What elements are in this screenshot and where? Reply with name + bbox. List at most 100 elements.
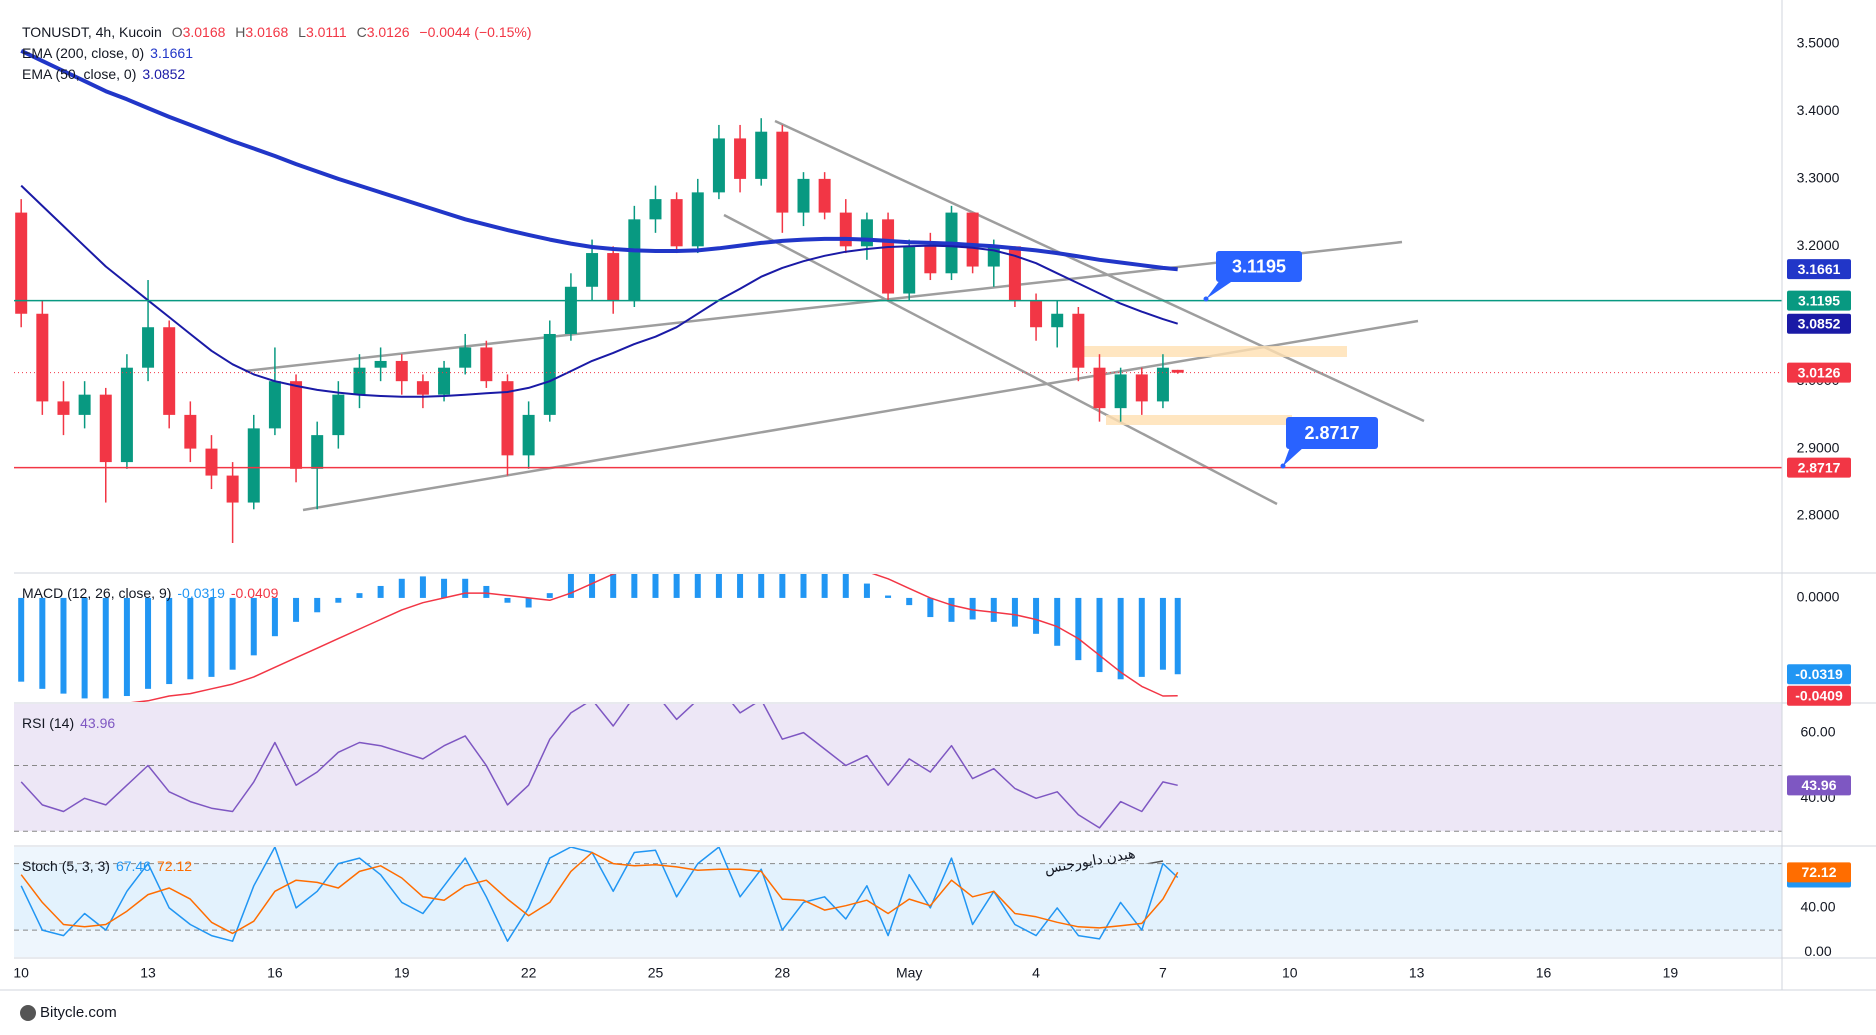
candle-body <box>459 347 472 368</box>
candle-body <box>311 435 324 469</box>
x-tick-label: May <box>896 965 922 981</box>
legend-label: EMA (200, close, 0) <box>22 45 145 61</box>
histogram-bar <box>145 597 152 689</box>
stoch-pane <box>14 847 1782 942</box>
legend-value: 3.1661 <box>150 45 193 61</box>
candle-body <box>205 448 218 476</box>
histogram-bar <box>800 574 807 598</box>
histogram-bar <box>377 585 384 598</box>
trend-line <box>244 240 1403 373</box>
histogram-bar <box>102 597 109 699</box>
legend-value: 72.12 <box>156 858 193 874</box>
histogram-bar <box>1011 597 1018 627</box>
y-tick-label: 3.2000 <box>1797 237 1840 253</box>
histogram-bar <box>356 593 363 598</box>
pane-title: RSI (14) <box>22 715 75 731</box>
y-tick-label: 3.3000 <box>1797 170 1840 186</box>
legend-entry: EMA (200, close, 0) 3.1661 <box>22 44 199 62</box>
ohlc-label: L <box>298 24 306 40</box>
candle-body <box>290 381 303 469</box>
candle-body <box>416 381 429 395</box>
price-pane <box>14 48 1782 544</box>
histogram-bar <box>631 574 638 598</box>
stoch-legend: Stoch (5, 3, 3) 67.46 72.12 <box>22 857 198 875</box>
pane-title: MACD (12, 26, close, 9) <box>22 585 172 601</box>
histogram-bar <box>1159 597 1166 670</box>
candle-body <box>522 414 535 456</box>
change: −0.0044 (−0.15%) <box>419 24 532 40</box>
band <box>14 704 1782 832</box>
histogram-bar <box>18 597 25 682</box>
candle-body <box>395 360 408 382</box>
y-tick-label: 40.00 <box>1800 899 1835 915</box>
ohlc-value: 3.0111 <box>305 24 347 40</box>
candle-body <box>712 138 725 193</box>
histogram-bar <box>842 574 849 598</box>
rsi-pane <box>14 704 1782 832</box>
histogram-bar <box>293 597 300 622</box>
candle-body <box>607 253 620 301</box>
candle-body <box>1135 374 1148 402</box>
macd-legend: MACD (12, 26, close, 9) -0.0319 -0.0409 <box>22 584 284 602</box>
candle-body <box>1114 374 1127 409</box>
x-tick-label: 16 <box>1536 965 1552 981</box>
histogram-bar <box>81 597 88 699</box>
histogram-bar <box>990 597 997 622</box>
histogram-bar <box>250 597 257 656</box>
candle-body <box>670 199 683 247</box>
candle-body <box>120 367 133 463</box>
candle-body <box>818 178 831 213</box>
candle-body <box>36 313 49 402</box>
candle-body <box>163 327 176 415</box>
histogram-bar <box>673 574 680 598</box>
candle-body <box>924 246 937 274</box>
callout <box>1286 417 1378 449</box>
callout-label: 3.1195 <box>1232 256 1286 276</box>
histogram-bar <box>546 593 553 598</box>
x-tick-label: 16 <box>267 965 283 981</box>
price-badge <box>1787 290 1851 311</box>
x-tick-label: 10 <box>1282 965 1298 981</box>
histogram-bar <box>1138 597 1145 677</box>
candle-body <box>332 394 345 436</box>
histogram-bar <box>398 578 405 598</box>
legend-value: -0.0409 <box>230 585 279 601</box>
histogram-bar <box>610 574 617 598</box>
price-badge <box>1787 664 1851 685</box>
histogram-bar <box>60 597 67 694</box>
x-tick-label: 19 <box>394 965 410 981</box>
price-badge-label: 72.12 <box>1801 864 1836 880</box>
histogram-bar <box>229 597 236 670</box>
candle-body <box>966 212 979 267</box>
callout-anchor <box>1203 296 1209 302</box>
candle-body <box>57 401 70 415</box>
histogram-bar <box>187 597 194 680</box>
candle-body <box>755 131 768 179</box>
histogram-bar <box>948 597 955 622</box>
histogram-bar <box>1096 597 1103 673</box>
histogram-bar <box>314 597 321 613</box>
trend-line <box>723 213 1278 506</box>
indicator-line <box>20 847 1179 942</box>
x-tick-label: 28 <box>775 965 791 981</box>
y-tick-label: 2.8000 <box>1797 507 1840 523</box>
price-badge-label: 2.8717 <box>1798 459 1841 475</box>
histogram-bar <box>39 597 46 689</box>
candle-body <box>1156 367 1169 402</box>
rsi-legend: RSI (14) 43.96 <box>22 714 121 732</box>
y-tick-label: 0.00 <box>1804 943 1831 959</box>
candle-body <box>543 333 556 415</box>
ohlc-label: C <box>356 24 367 40</box>
candle-body <box>15 212 28 314</box>
ohlc-value: 3.0168 <box>245 24 289 40</box>
zone <box>1082 346 1347 357</box>
price-badge-label: 3.1195 <box>1798 292 1840 308</box>
price-legend: TONUSDT, 4h, Kucoin O3.0168 H3.0168 L3.0… <box>22 23 538 41</box>
histogram-bar <box>715 574 722 598</box>
histogram-bar <box>271 597 278 637</box>
legend-value: -0.0319 <box>177 585 225 601</box>
candle-body <box>268 381 281 429</box>
candle-body <box>1051 313 1064 328</box>
legend-entry: EMA (50, close, 0) 3.0852 <box>22 65 191 83</box>
